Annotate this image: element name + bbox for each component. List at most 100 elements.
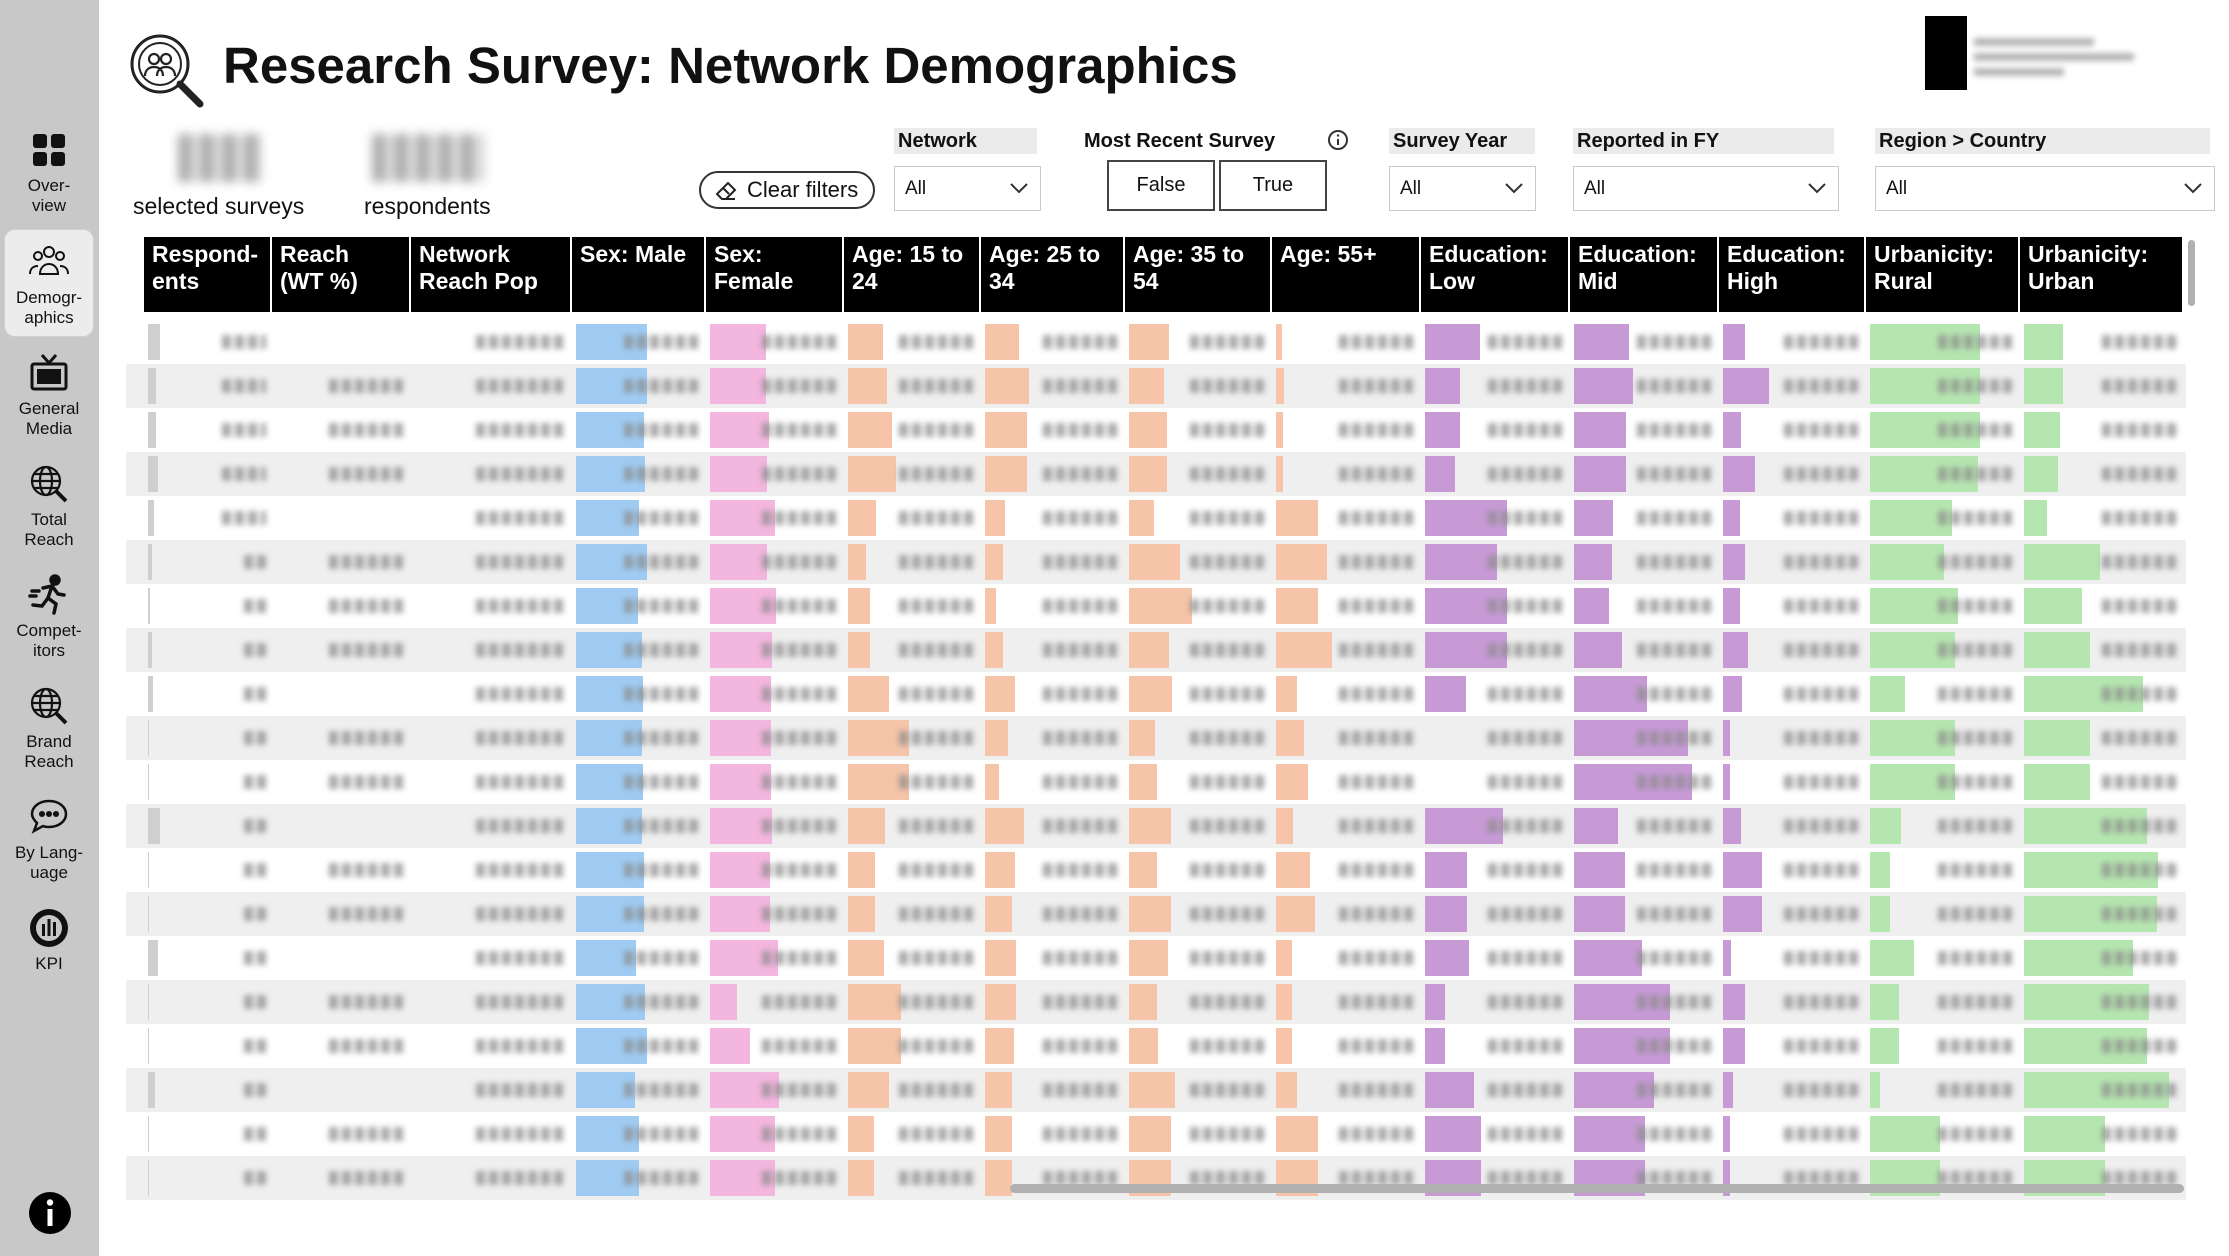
table-row[interactable] [126, 496, 2186, 540]
column-header[interactable]: Urbanicity: Urban [2020, 237, 2184, 312]
info-icon[interactable] [1327, 129, 1349, 151]
redacted-value [1488, 907, 1564, 921]
column-header[interactable]: Sex: Female [706, 237, 844, 312]
table-row[interactable] [126, 320, 2186, 364]
nav-general-media[interactable]: General Media [5, 341, 93, 447]
table-row[interactable] [126, 408, 2186, 452]
redacted-value [1339, 995, 1415, 1009]
reported-fy-dropdown[interactable]: All [1573, 166, 1839, 211]
table-row[interactable] [126, 1112, 2186, 1156]
data-bar [848, 764, 909, 800]
nav-competitors[interactable]: Compet- itors [5, 563, 93, 669]
table-cell [981, 632, 1125, 668]
vertical-scrollbar[interactable] [2188, 240, 2195, 306]
table-row[interactable] [126, 716, 2186, 760]
column-header[interactable]: Sex: Male [572, 237, 706, 312]
survey-year-dropdown[interactable]: All [1389, 166, 1536, 211]
table-cell [1570, 940, 1719, 976]
region-dropdown[interactable]: All [1875, 166, 2215, 211]
table-row[interactable] [126, 1068, 2186, 1112]
table-row[interactable] [126, 584, 2186, 628]
table-row[interactable] [126, 760, 2186, 804]
redacted-value [1043, 467, 1119, 481]
table-row[interactable] [126, 540, 2186, 584]
column-header[interactable]: Education: High [1719, 237, 1866, 312]
table-cell [144, 1028, 272, 1064]
data-bar [1574, 940, 1642, 976]
table-cell [844, 412, 981, 448]
column-header[interactable]: Age: 25 to 34 [981, 237, 1125, 312]
running-person-icon [28, 574, 66, 615]
table-row[interactable] [126, 892, 2186, 936]
data-bar [1129, 324, 1170, 360]
redacted-value [329, 379, 405, 393]
table-cell [1866, 984, 2020, 1020]
redacted-value [476, 775, 566, 789]
table-cell [844, 588, 981, 624]
table-row[interactable] [126, 804, 2186, 848]
table-row[interactable] [126, 1156, 2186, 1200]
column-header[interactable]: Age: 55+ [1272, 237, 1421, 312]
data-bar [848, 368, 887, 404]
column-header[interactable]: Education: Mid [1570, 237, 1719, 312]
data-bar [848, 1160, 874, 1196]
network-dropdown[interactable]: All [894, 166, 1041, 211]
most-recent-false-button[interactable]: False [1107, 160, 1215, 211]
table-cell [1866, 896, 2020, 932]
table-cell [272, 412, 411, 448]
table-cell [1866, 676, 2020, 712]
horizontal-scrollbar[interactable] [1010, 1184, 2184, 1193]
column-header[interactable]: Urbanicity: Rural [1866, 237, 2020, 312]
column-header[interactable]: Reach (WT %) [272, 237, 411, 312]
nav-label: Compet- itors [16, 621, 82, 660]
nav-demographics[interactable]: Demogr- aphics [5, 230, 93, 336]
most-recent-true-button[interactable]: True [1219, 160, 1327, 211]
data-bar [148, 896, 150, 932]
nav-by-language[interactable]: By Lang- uage [5, 785, 93, 891]
table-row[interactable] [126, 980, 2186, 1024]
redacted-value [899, 1083, 975, 1097]
redacted-value [222, 467, 266, 481]
redacted-value [244, 1171, 266, 1185]
table-cell [706, 808, 844, 844]
table-cell [144, 456, 272, 492]
column-header[interactable]: Age: 15 to 24 [844, 237, 981, 312]
column-header[interactable]: Network Reach Pop [411, 237, 572, 312]
table-cell [144, 588, 272, 624]
redacted-value [1339, 1083, 1415, 1097]
redacted-value [1043, 775, 1119, 789]
redacted-value [1190, 511, 1266, 525]
redacted-value [244, 599, 266, 613]
data-bar [1425, 1116, 1482, 1152]
nav-total-reach[interactable]: Total Reach [5, 452, 93, 558]
redacted-value [476, 951, 566, 965]
column-header[interactable]: Education: Low [1421, 237, 1570, 312]
table-row[interactable] [126, 452, 2186, 496]
table-cell [144, 984, 272, 1020]
table-row[interactable] [126, 1024, 2186, 1068]
nav-brand-reach[interactable]: Brand Reach [5, 674, 93, 780]
data-bar [985, 852, 1015, 888]
table-row[interactable] [126, 672, 2186, 716]
data-bar [148, 764, 150, 800]
table-row[interactable] [126, 936, 2186, 980]
nav-overview[interactable]: Over- view [5, 118, 93, 224]
table-row[interactable] [126, 364, 2186, 408]
column-header[interactable]: Respond- ents [144, 237, 272, 312]
table-cell [1866, 1072, 2020, 1108]
redacted-value [244, 731, 266, 745]
table-cell [272, 588, 411, 624]
info-icon[interactable] [28, 1191, 72, 1235]
clear-filters-button[interactable]: Clear filters [699, 171, 875, 209]
table-row[interactable] [126, 628, 2186, 672]
data-bar [1129, 544, 1181, 580]
data-bar [1276, 632, 1333, 668]
column-header[interactable]: Age: 35 to 54 [1125, 237, 1272, 312]
data-bar [1425, 852, 1468, 888]
table-row[interactable] [126, 848, 2186, 892]
table-cell [572, 852, 706, 888]
nav-label: General Media [18, 399, 80, 438]
nav-kpi[interactable]: KPI [5, 896, 93, 1002]
redacted-value [762, 511, 838, 525]
data-bar [710, 632, 773, 668]
